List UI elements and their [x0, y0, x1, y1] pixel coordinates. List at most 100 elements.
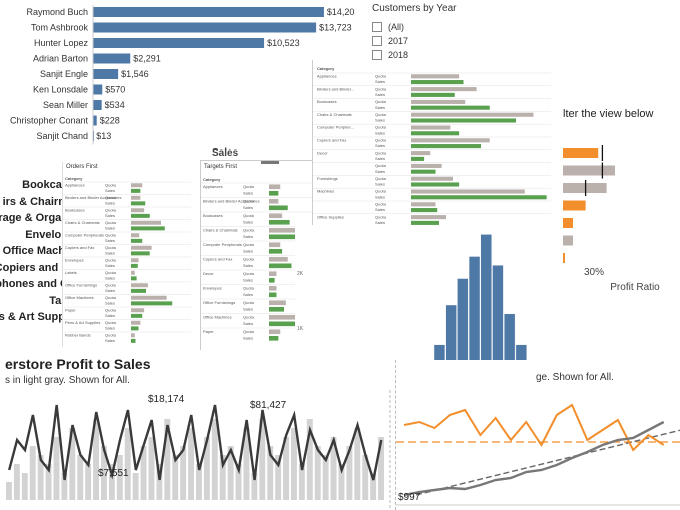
- profit-ratio-svg: 20%30%Profit Ratio: [563, 145, 660, 293]
- filter-checkbox[interactable]: [372, 36, 382, 46]
- mini-sales-bar: [131, 338, 136, 343]
- mini-sales-label: Sales: [105, 338, 115, 343]
- customers-by-year-filter: Customers by Year (All)201720182019: [364, 0, 474, 62]
- mini-quota-label: Quota: [105, 245, 117, 250]
- mini-sales-label: Sales: [105, 301, 115, 306]
- mini-category-label: Rubber Bands: [65, 332, 91, 337]
- profit-bar: [291, 428, 297, 500]
- customer-label: Sanjit Engle: [40, 69, 88, 79]
- profit-bar: [330, 437, 337, 500]
- profit-bar: [172, 455, 179, 500]
- mini-quota-label: Quota: [243, 315, 255, 320]
- mini-quota-label: Quota: [243, 184, 255, 189]
- mini-category-label: Bookcases: [203, 213, 223, 218]
- mini-sales-bar: [411, 195, 547, 200]
- mini-header: Category: [65, 176, 83, 181]
- mini-sales-bar: [269, 321, 307, 327]
- mini-quota-label: Quota: [105, 282, 117, 287]
- filter-checkbox[interactable]: [372, 22, 382, 32]
- mini-quota-label: Quota: [105, 232, 117, 237]
- mini-sales-bar: [411, 208, 438, 213]
- mini-sales-bar: [411, 105, 490, 110]
- mini-quota-label: Quota: [375, 125, 387, 130]
- customer-label: Sanjit Chand: [36, 131, 88, 141]
- mini-category-label: Office Supplies: [317, 214, 344, 219]
- profit-line: [8, 404, 383, 481]
- mini-category-label: Binders and Binder Accessories: [203, 199, 259, 204]
- mini-quota-bar: [411, 151, 431, 156]
- ratio-bar: [563, 165, 615, 176]
- filter-options: (All)201720182019: [372, 20, 408, 62]
- profit-bar: [188, 428, 195, 500]
- mini-sales-label: Sales: [243, 292, 253, 297]
- mini-sales-label: Sales: [375, 130, 385, 135]
- mini-sales-bar: [269, 190, 279, 196]
- trend-dashed-line: [415, 429, 680, 496]
- mini-sales-bar: [131, 326, 139, 331]
- trend-subtitle: ge. Shown for All.: [536, 372, 614, 383]
- mini-sales-label: Sales: [105, 238, 115, 243]
- mini-category-label: Chairs & Chairmats: [65, 220, 100, 225]
- profit-bar: [13, 464, 20, 500]
- mini-sales-bar: [411, 156, 425, 161]
- mini-quota-label: Quota: [375, 214, 387, 219]
- mini-quota-bar: [411, 163, 442, 168]
- customer-label: Hunter Lopez: [34, 38, 89, 48]
- mini-quota-label: Quota: [105, 270, 117, 275]
- mini-quota-label: Quota: [105, 220, 117, 225]
- category-big-label: Bookcas: [22, 179, 68, 191]
- profit-bar: [140, 446, 147, 500]
- ratio-bar: [563, 183, 607, 193]
- profit-bar: [101, 446, 107, 500]
- mini-sales-label: Sales: [105, 188, 115, 193]
- filter-checkbox[interactable]: [372, 50, 382, 60]
- profit-annotation: $18,174: [148, 394, 185, 405]
- mini-sales-bar: [131, 276, 137, 281]
- profit-bar: [306, 419, 313, 500]
- trend-line-panel: ge. Shown for All. $997: [395, 360, 680, 510]
- mini-sales-bar: [411, 80, 464, 85]
- filter-option[interactable]: (All): [372, 20, 408, 34]
- mini-sales-bar: [411, 169, 436, 174]
- mini-quota-bar: [411, 99, 466, 104]
- mini-quota-bar: [269, 198, 279, 204]
- customer-value-label: $1,546: [121, 69, 149, 79]
- filter-option[interactable]: 2017: [372, 34, 408, 48]
- filter-option-label: 2017: [388, 36, 409, 46]
- customer-label: Raymond Buch: [26, 7, 88, 17]
- mini-sales-label: Sales: [105, 326, 115, 331]
- customer-sales-chart: Raymond Buch $14,203 Tom Ashbrook $13,723 Hu…: [0, 0, 355, 150]
- profit-bar: [37, 455, 44, 500]
- mini-sales-label: Sales: [105, 213, 115, 218]
- profit-bar: [346, 446, 353, 500]
- mini-quota-bar: [131, 245, 152, 250]
- mini-sales-bar: [131, 251, 150, 256]
- profit-bar: [219, 455, 226, 500]
- filter-option[interactable]: 2018: [372, 48, 408, 62]
- mini-category-label: Chairs & Chairmats: [203, 228, 238, 233]
- mini-sales-bar: [411, 144, 481, 149]
- mini-quota-label: Quota: [105, 295, 117, 300]
- ratio-bar: [563, 200, 586, 211]
- mini-quota-bar: [131, 270, 135, 275]
- hist-y-tick: 2K: [297, 271, 304, 277]
- mini-quota-label: Quota: [105, 195, 117, 200]
- mini-quota-label: Quota: [375, 86, 387, 91]
- mini-sales-label: Sales: [243, 278, 253, 283]
- mini-sales-label: Sales: [375, 156, 385, 161]
- mini-sales-bar: [269, 263, 292, 269]
- customer-value-label: $2,291: [133, 54, 161, 64]
- mini-category-label: Chairs & Chairmats: [317, 112, 352, 117]
- category-big-label: s & Art Suppl: [0, 311, 68, 323]
- profit-bar: [61, 473, 68, 500]
- mini-quota-label: Quota: [243, 300, 255, 305]
- mini-quota-bar: [269, 256, 288, 262]
- trend-annotation: $997: [398, 492, 421, 503]
- profit-bar: [362, 455, 369, 500]
- profit-bar: [85, 464, 92, 500]
- ratio-bar: [563, 218, 573, 228]
- mini-quota-label: Quota: [375, 201, 387, 206]
- mini-quota-bar: [131, 283, 148, 288]
- profit-bar: [69, 428, 76, 500]
- mini-category-label: Copiers and Fax: [65, 245, 94, 250]
